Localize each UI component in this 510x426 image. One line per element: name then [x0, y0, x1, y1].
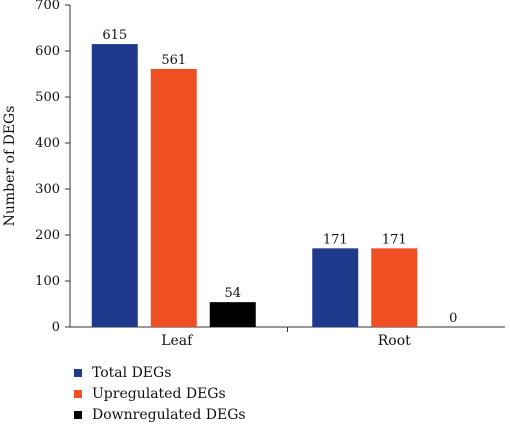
data-label-root-1: 171: [382, 232, 407, 247]
legend: Total DEGs Upregulated DEGs Downregulate…: [74, 362, 246, 425]
data-label-leaf-0: 615: [102, 28, 127, 43]
legend-label-downregulated: Downregulated DEGs: [92, 406, 246, 423]
y-tick-label: 300: [35, 182, 60, 197]
data-label-leaf-2: 54: [224, 286, 241, 301]
y-tick-label: 0: [52, 320, 60, 335]
bar-leaf-0: [91, 44, 138, 327]
legend-label-total: Total DEGs: [92, 364, 172, 381]
legend-item-total: Total DEGs: [74, 362, 246, 383]
x-category-label-leaf: Leaf: [161, 333, 194, 349]
bar-leaf-2: [209, 302, 256, 327]
legend-swatch-downregulated: [74, 410, 82, 419]
legend-item-downregulated: Downregulated DEGs: [74, 404, 246, 425]
legend-swatch-total: [74, 368, 82, 377]
y-tick-label: 500: [35, 90, 60, 105]
data-label-leaf-1: 561: [161, 53, 186, 68]
y-tick-label: 400: [35, 136, 60, 151]
y-tick-label: 700: [35, 0, 60, 13]
y-tick-label: 100: [35, 274, 60, 289]
bar-root-0: [312, 248, 359, 327]
y-tick-label: 600: [35, 44, 60, 59]
bar-leaf-1: [150, 68, 197, 327]
data-label-root-2: 0: [449, 311, 457, 326]
y-tick-label: 200: [35, 228, 60, 243]
legend-label-upregulated: Upregulated DEGs: [92, 385, 226, 402]
legend-item-upregulated: Upregulated DEGs: [74, 383, 246, 404]
y-axis-title: Number of DEGs: [2, 106, 18, 227]
bar-root-1: [371, 248, 418, 327]
x-category-label-root: Root: [378, 333, 411, 349]
data-label-root-0: 171: [323, 232, 348, 247]
legend-swatch-upregulated: [74, 389, 82, 398]
